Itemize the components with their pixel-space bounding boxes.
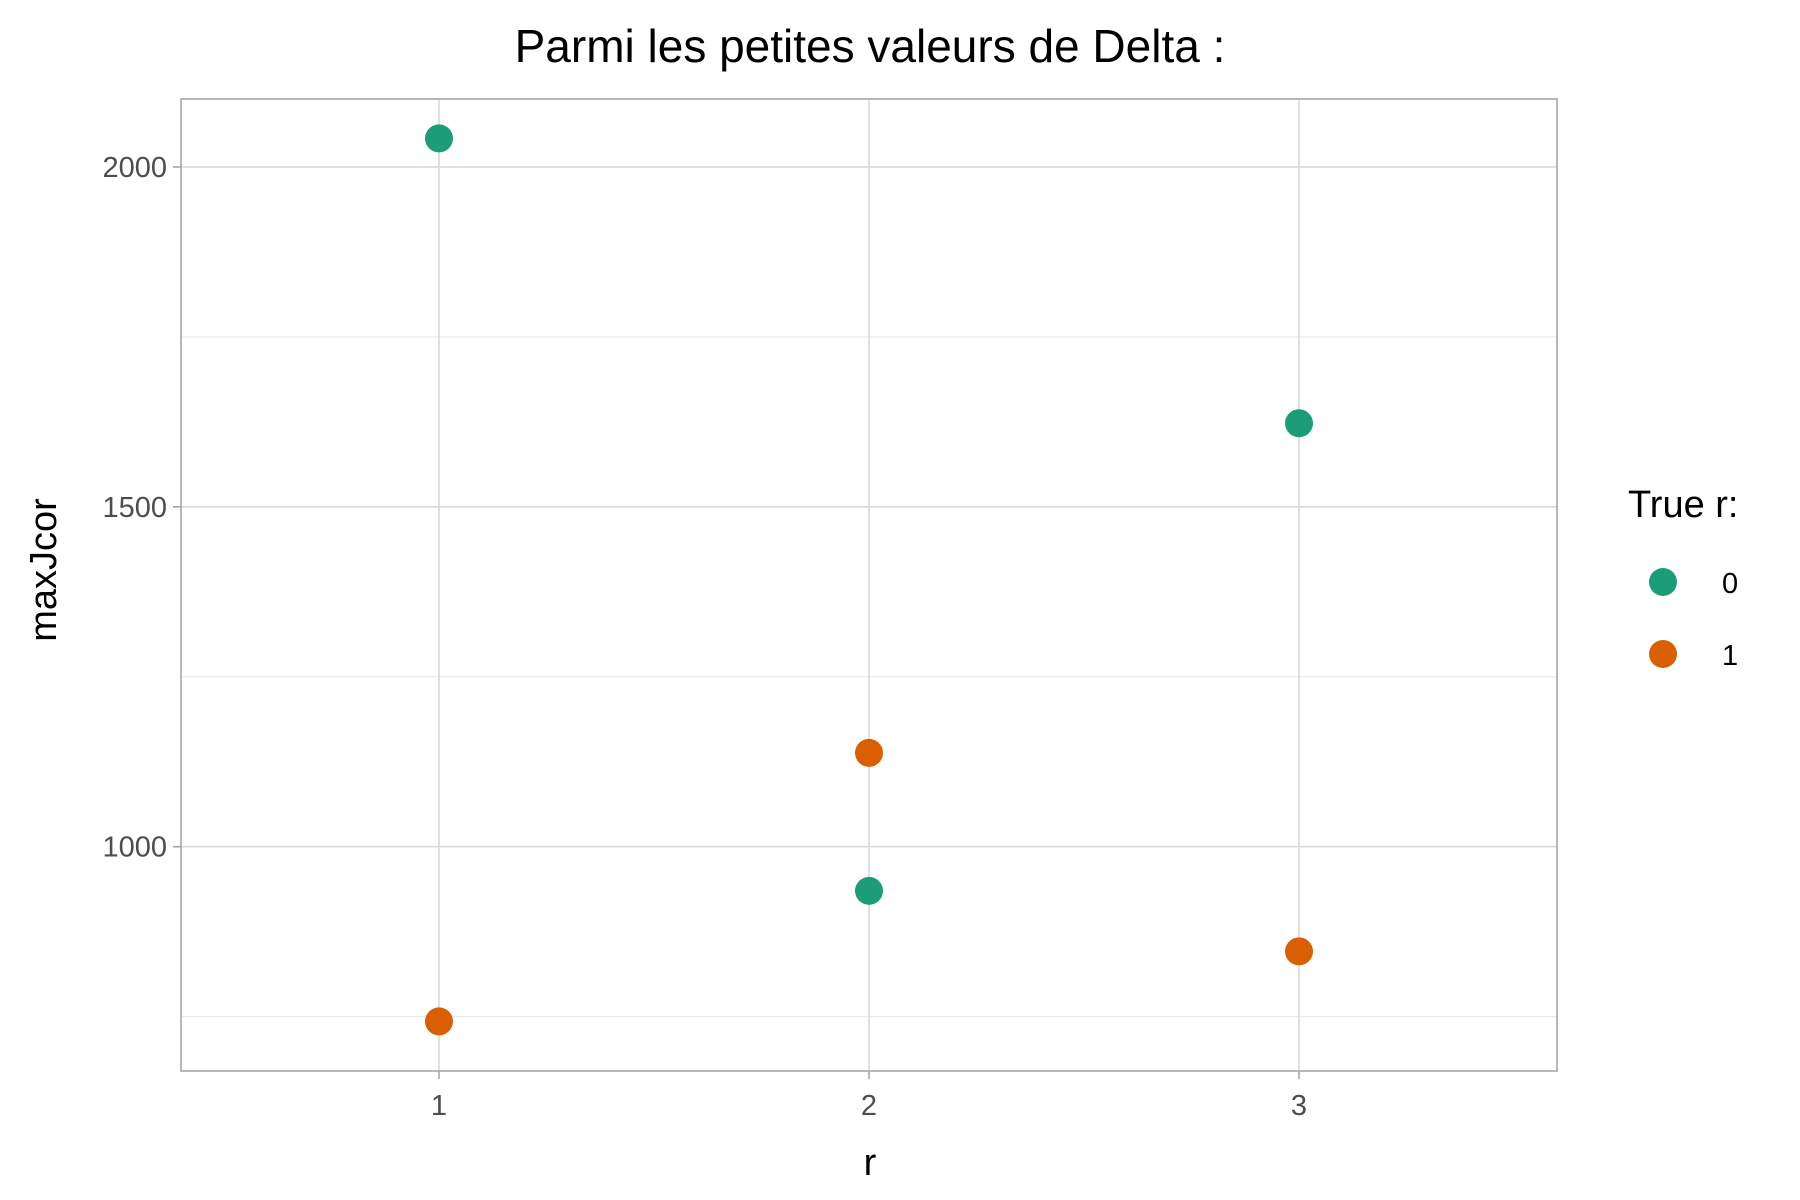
data-point-series-0 bbox=[855, 876, 883, 905]
data-point-series-0 bbox=[425, 124, 453, 153]
y-tick-label: 2000 bbox=[102, 152, 167, 184]
y-tick-labels: 1000 1500 2000 bbox=[102, 152, 167, 864]
tick-layer bbox=[173, 166, 1300, 1079]
legend-key-series-0 bbox=[1649, 568, 1677, 596]
data-point-series-1 bbox=[1285, 937, 1313, 966]
points-layer bbox=[425, 124, 1313, 1036]
data-point-series-1 bbox=[855, 738, 883, 767]
grid-layer bbox=[181, 99, 1557, 1071]
chart-title: Parmi les petites valeurs de Delta : bbox=[515, 20, 1226, 72]
y-axis-title: maxJcor bbox=[23, 498, 65, 642]
x-tick-label: 3 bbox=[1291, 1090, 1307, 1122]
data-point-series-0 bbox=[1285, 409, 1313, 438]
x-tick-label: 1 bbox=[431, 1090, 447, 1122]
x-tick-labels: 1 2 3 bbox=[431, 1090, 1307, 1122]
data-point-series-1 bbox=[425, 1007, 453, 1036]
plot-panel bbox=[173, 98, 1558, 1079]
legend-key-series-1 bbox=[1649, 640, 1677, 668]
legend-title: True r: bbox=[1628, 484, 1739, 526]
legend-label-series-1: 1 bbox=[1722, 640, 1738, 672]
legend-items: 01 bbox=[1649, 568, 1738, 672]
x-axis-title: r bbox=[864, 1142, 877, 1184]
legend: True r: 01 bbox=[1628, 484, 1739, 672]
x-tick-label: 2 bbox=[861, 1090, 877, 1122]
legend-label-series-0: 0 bbox=[1722, 568, 1738, 600]
y-tick-label: 1500 bbox=[102, 492, 167, 524]
y-tick-label: 1000 bbox=[102, 832, 167, 864]
